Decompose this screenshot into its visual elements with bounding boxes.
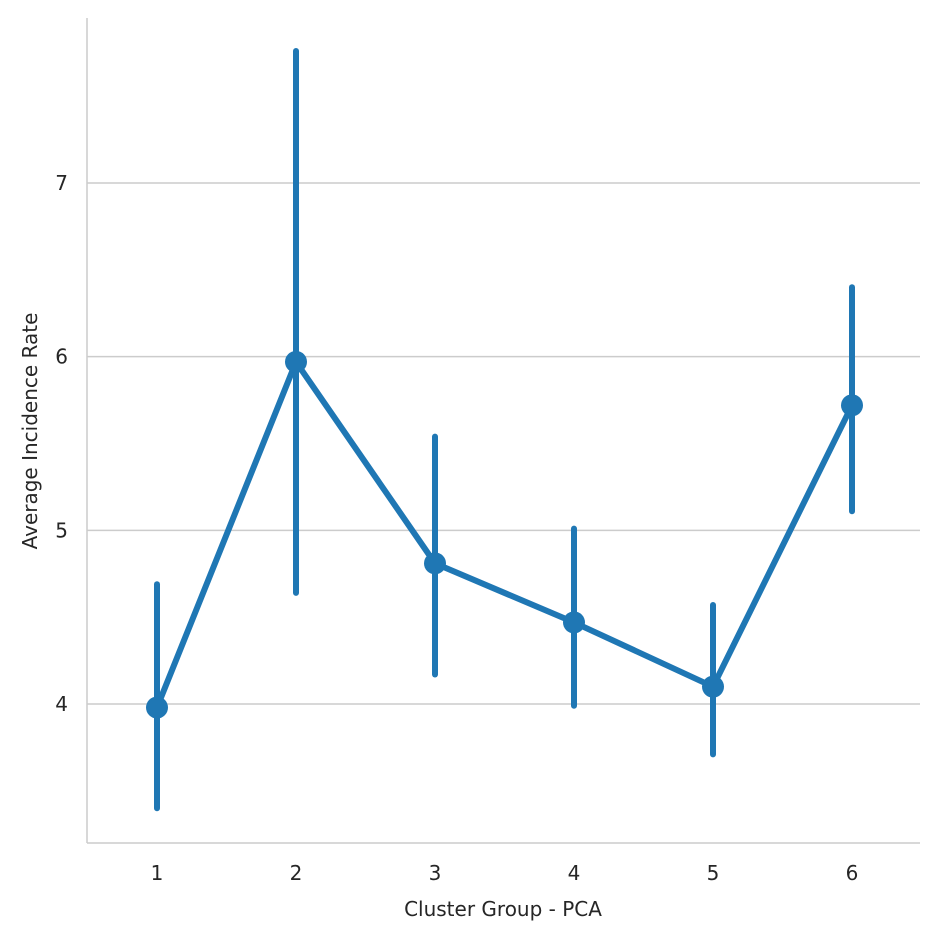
x-tick-label: 4	[568, 861, 581, 885]
data-point	[563, 611, 585, 634]
x-axis-label: Cluster Group - PCA	[404, 897, 602, 921]
data-point	[841, 394, 863, 417]
gridlines	[87, 182, 920, 705]
y-tick-label: 5	[55, 518, 68, 542]
y-tick-label: 4	[55, 692, 68, 716]
data-point	[146, 696, 168, 719]
series-line	[154, 358, 855, 711]
y-axis-label: Average Incidence Rate	[18, 313, 42, 550]
data-points	[146, 350, 863, 719]
x-tick-label: 1	[151, 861, 164, 885]
data-point	[424, 552, 446, 575]
x-tick-label: 2	[290, 861, 303, 885]
x-tick-label: 3	[429, 861, 442, 885]
y-tick-label: 7	[55, 171, 68, 195]
y-tick-label: 6	[55, 345, 68, 369]
series-line-group	[154, 358, 855, 711]
y-tick-labels: 4 5 6 7	[55, 171, 68, 716]
data-point	[285, 350, 307, 373]
data-point	[702, 675, 724, 698]
x-tick-label: 5	[707, 861, 720, 885]
error-bars	[154, 48, 855, 812]
x-tick-label: 6	[846, 861, 859, 885]
x-tick-labels: 1 2 3 4 5 6	[151, 861, 859, 885]
